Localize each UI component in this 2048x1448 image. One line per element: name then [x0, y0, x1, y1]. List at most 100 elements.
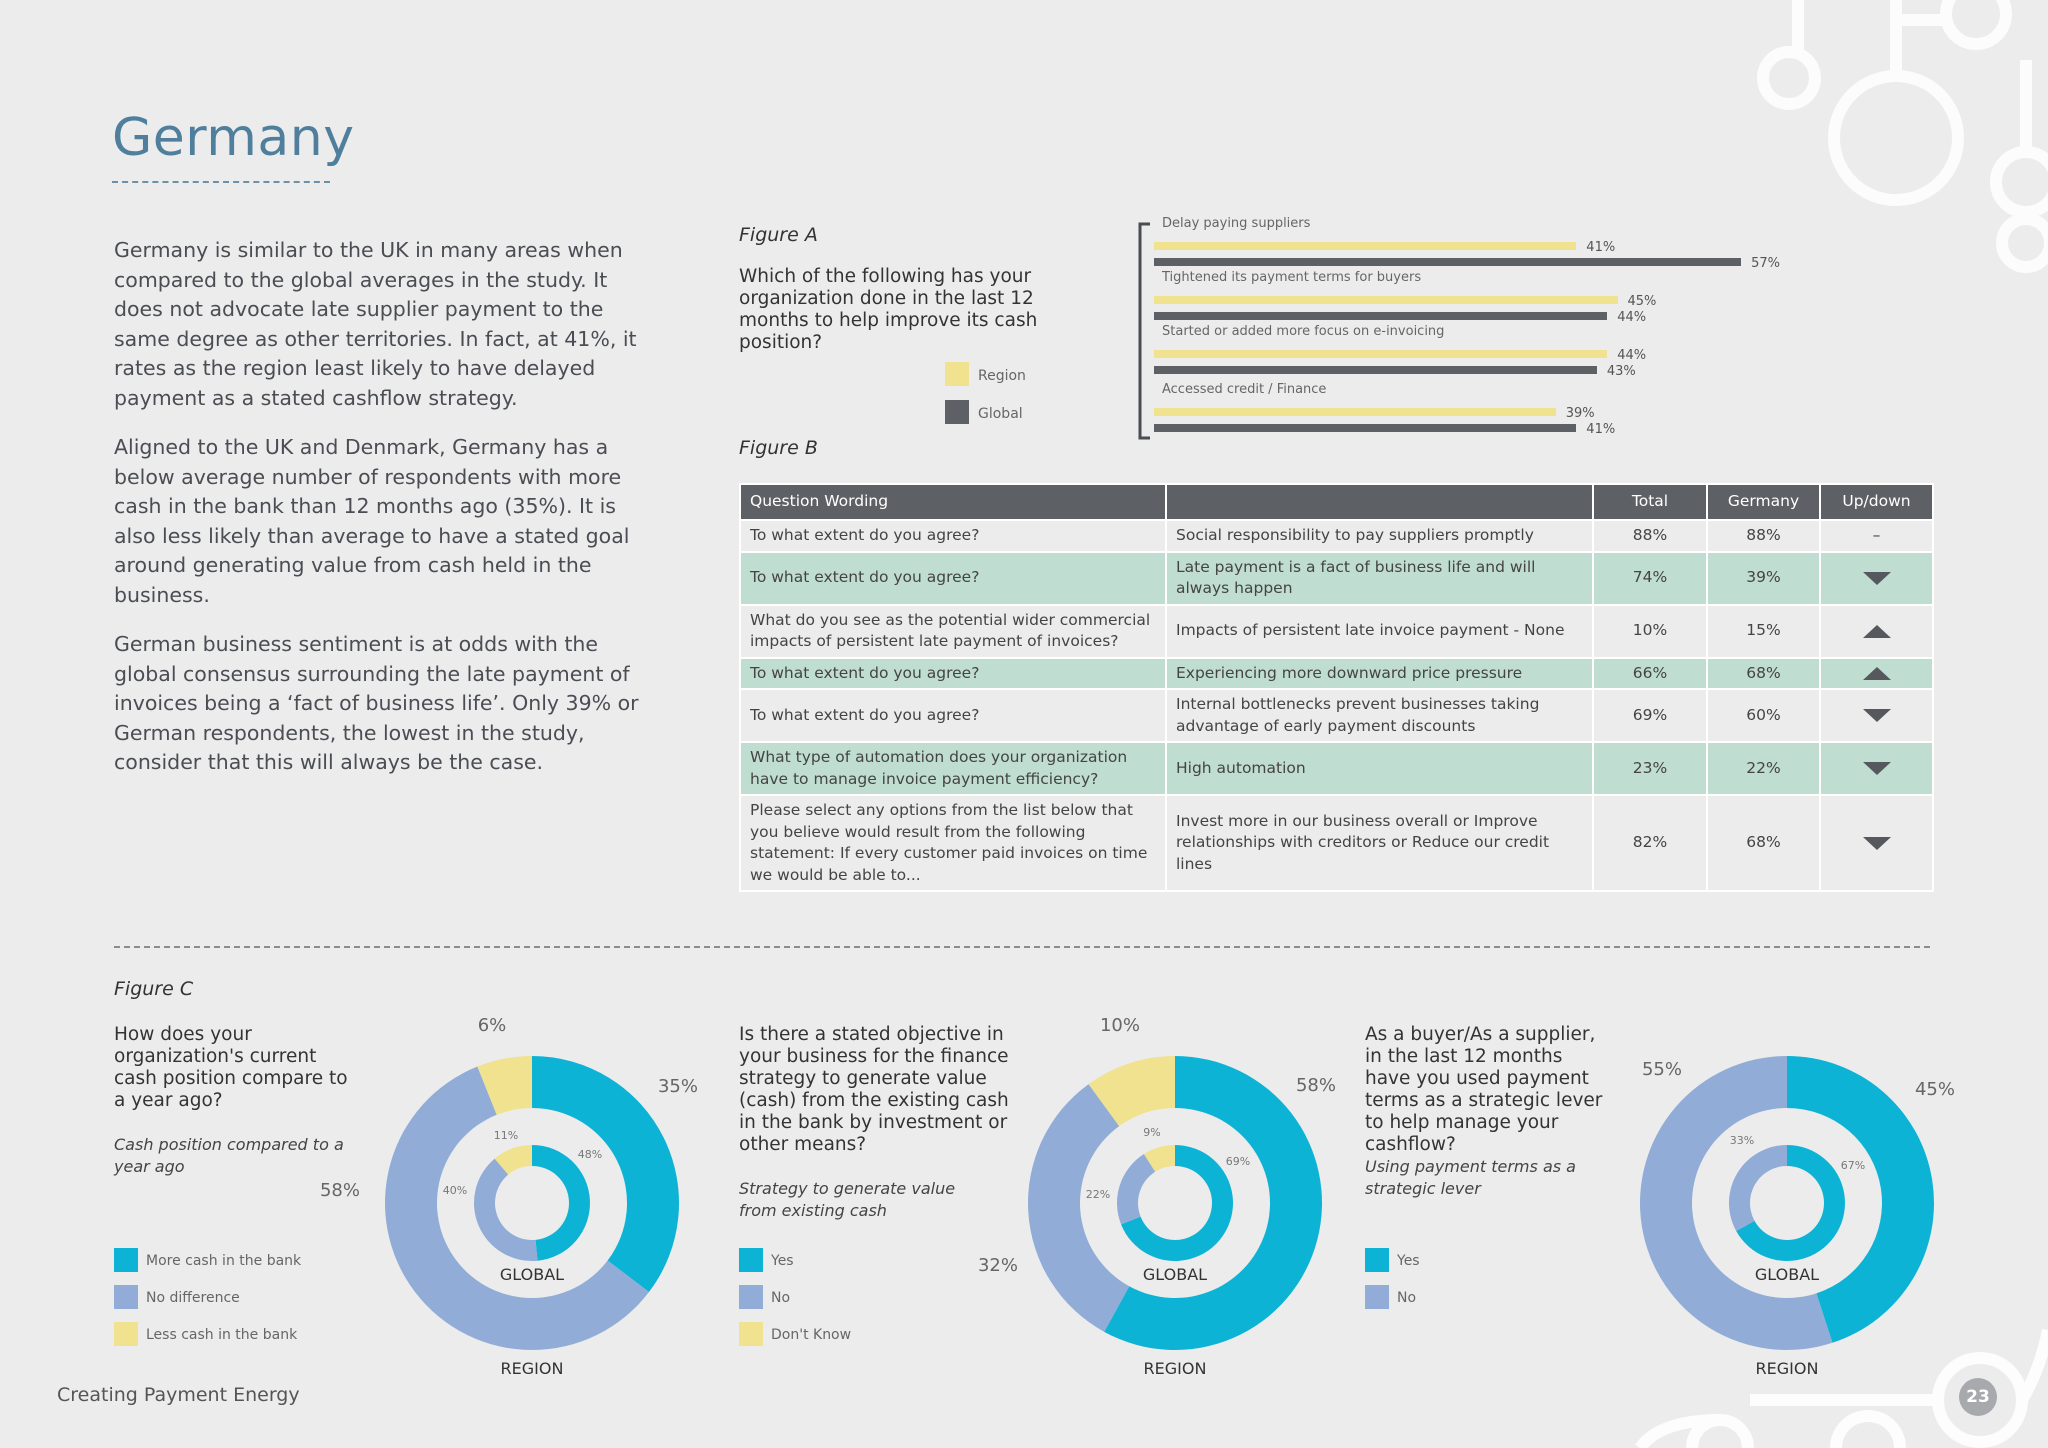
legend-swatch	[739, 1248, 763, 1272]
bar-region	[1154, 408, 1556, 416]
bar-value-label: 45%	[1627, 294, 1657, 309]
bar-category-label: Started or added more focus on e-invoici…	[1162, 324, 1445, 339]
inner-ring-slice	[532, 1144, 591, 1261]
table-row: To what extent do you agree? Late payment…	[739, 550, 1934, 606]
legend-label: No difference	[146, 1290, 240, 1306]
legend-label-region: Region	[978, 368, 1026, 384]
bar-value-label: 41%	[1586, 422, 1616, 437]
cell-total: 88%	[1592, 519, 1708, 553]
arrow-up-icon	[1862, 666, 1891, 680]
bar-category-label: Delay paying suppliers	[1162, 216, 1311, 231]
cell-question: To what extent do you agree?	[739, 550, 1167, 606]
outer-ring-slice	[1088, 1056, 1175, 1127]
legend-swatch	[114, 1285, 138, 1309]
cell-germany: 68%	[1706, 656, 1821, 690]
figure-c-label: Figure C	[114, 978, 194, 1000]
inner-ring-slice	[1117, 1154, 1156, 1225]
ring-name-global: GLOBAL	[1143, 1265, 1207, 1284]
cell-question: What do you see as the potential wider c…	[739, 603, 1167, 659]
slice-value-label: 10%	[1100, 1015, 1140, 1036]
cell-germany: 60%	[1706, 688, 1821, 743]
outer-ring-slice	[1787, 1056, 1934, 1343]
bar-value-label: 41%	[1586, 240, 1616, 255]
legend-swatch	[739, 1322, 763, 1346]
arrow-down-icon	[1862, 762, 1891, 775]
figure-b-label: Figure B	[739, 437, 818, 459]
cell-statement: Impacts of persistent late invoice payme…	[1165, 603, 1594, 659]
table-row: To what extent do you agree? Internal bot…	[739, 688, 1934, 743]
slice-value-label: 48%	[578, 1148, 602, 1161]
cell-question: To what extent do you agree?	[739, 688, 1167, 743]
legend-item: Don't Know	[739, 1322, 979, 1348]
cell-total: 10%	[1592, 603, 1708, 659]
slice-value-label: 22%	[1086, 1188, 1110, 1201]
header-total: Total	[1592, 483, 1708, 521]
title-underline	[112, 181, 330, 183]
ring-name-region: REGION	[1144, 1359, 1207, 1378]
legend-swatch-region	[945, 362, 969, 386]
legend-swatch	[1365, 1248, 1389, 1272]
legend-swatch	[114, 1322, 138, 1346]
slice-value-label: 58%	[1296, 1075, 1336, 1096]
bar-region	[1154, 242, 1577, 250]
cell-up-down	[1819, 794, 1934, 892]
inner-ring-slice	[1121, 1145, 1233, 1261]
header-up-down: Up/down	[1819, 483, 1934, 521]
legend-item: Less cash in the bank	[114, 1322, 354, 1348]
outer-ring-slice	[384, 1066, 649, 1350]
legend-label-global: Global	[978, 406, 1023, 422]
cell-question: Please select any options from the list …	[739, 794, 1167, 892]
slice-value-label: 55%	[1642, 1059, 1682, 1080]
legend-item: No	[739, 1285, 979, 1311]
arrow-down-icon	[1862, 836, 1891, 850]
cell-germany: 68%	[1706, 794, 1821, 892]
donut-1-question: How does your organization's current cas…	[114, 1024, 348, 1111]
cell-statement: Experiencing more downward price pressur…	[1165, 656, 1594, 690]
outer-ring-slice	[477, 1056, 532, 1115]
bar-global	[1154, 366, 1597, 374]
header-germany: Germany	[1706, 483, 1821, 521]
outer-ring-slice	[1028, 1084, 1130, 1332]
slice-value-label: 9%	[1143, 1126, 1160, 1139]
section-divider	[114, 946, 1930, 948]
legend-swatch-global	[945, 400, 969, 424]
ring-name-region: REGION	[1756, 1359, 1819, 1378]
cell-question: What type of automation does your organi…	[739, 741, 1167, 796]
slice-value-label: 69%	[1226, 1155, 1250, 1168]
cell-total: 66%	[1592, 656, 1708, 690]
cell-up-down	[1819, 550, 1934, 606]
bar-region	[1154, 350, 1608, 358]
legend-item: Yes	[1365, 1248, 1605, 1274]
slice-value-label: 58%	[320, 1180, 360, 1201]
slice-value-label: 11%	[494, 1129, 518, 1142]
cell-up-down	[1819, 741, 1934, 796]
header-statement	[1165, 483, 1594, 521]
bar-value-label: 57%	[1751, 256, 1780, 271]
figure-a-bracket	[1138, 222, 1150, 440]
donut-chart-3: 45% 55% 67% 33% GLOBAL REGION	[1639, 1056, 1955, 1378]
cell-up-down	[1819, 603, 1934, 659]
ring-name-region: REGION	[501, 1359, 564, 1378]
cell-total: 74%	[1592, 550, 1708, 606]
footer-text: Creating Payment Energy	[57, 1384, 300, 1406]
donut-3-question: As a buyer/As a supplier, in the last 12…	[1365, 1024, 1603, 1155]
inner-ring-slice	[474, 1158, 538, 1262]
paragraph-1: Germany is similar to the UK in many are…	[114, 238, 637, 410]
outer-ring-slice	[532, 1056, 679, 1293]
cell-statement: Invest more in our business overall or I…	[1165, 794, 1594, 892]
legend-label: No	[771, 1290, 791, 1306]
legend-label: Don't Know	[771, 1327, 852, 1343]
header-question-wording: Question Wording	[739, 483, 1167, 521]
donut-2-subtitle: Strategy to generate value from existing…	[739, 1179, 956, 1220]
outer-ring-slice	[1639, 1056, 1833, 1350]
legend-item: More cash in the bank	[114, 1248, 354, 1274]
legend-swatch	[114, 1248, 138, 1272]
decorative-circles-bottom	[1635, 1328, 2048, 1448]
legend-swatch	[739, 1285, 763, 1309]
figure-a-question: Which of the following has your organiza…	[739, 266, 1038, 353]
table-row: Please select any options from the list …	[739, 794, 1934, 892]
cell-total: 82%	[1592, 794, 1708, 892]
slice-value-label: 40%	[443, 1184, 467, 1197]
cell-germany: 22%	[1706, 741, 1821, 796]
